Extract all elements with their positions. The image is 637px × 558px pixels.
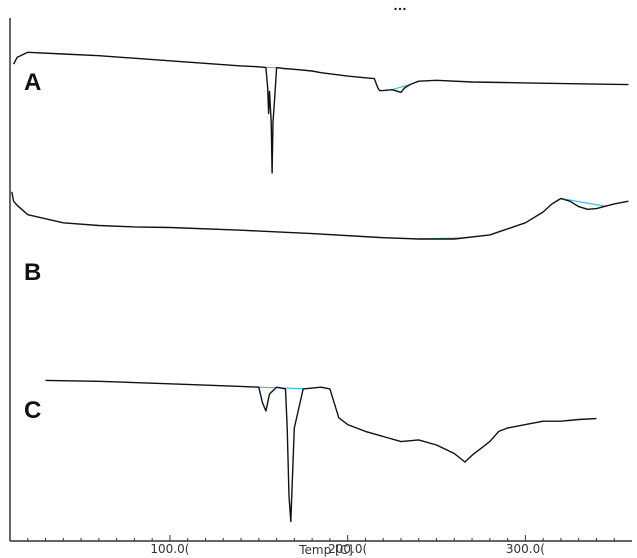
panel-label-c: C [24,397,41,424]
series-b-baseline-2 [560,197,606,207]
series-c-curve [45,379,597,523]
panel-labels: A B C [24,69,41,424]
panel-label-b: B [24,259,41,286]
chart-title-fragment: … [393,0,407,13]
axes [9,18,632,542]
x-tick-label: 300.0( [506,542,545,556]
series-b-curve [11,191,629,240]
ticks: 100.0( 200.0( 300.0( [27,535,615,556]
series-a-baseline-2 [391,84,411,91]
curves [11,51,629,523]
x-tick-label: 200.0( [328,542,367,556]
x-tick-label: 100.0( [150,542,189,556]
series-a-curve [12,51,629,174]
x-axis-title: Temp [C] [298,543,353,557]
panel-label-a: A [24,69,41,96]
baselines [258,66,606,390]
